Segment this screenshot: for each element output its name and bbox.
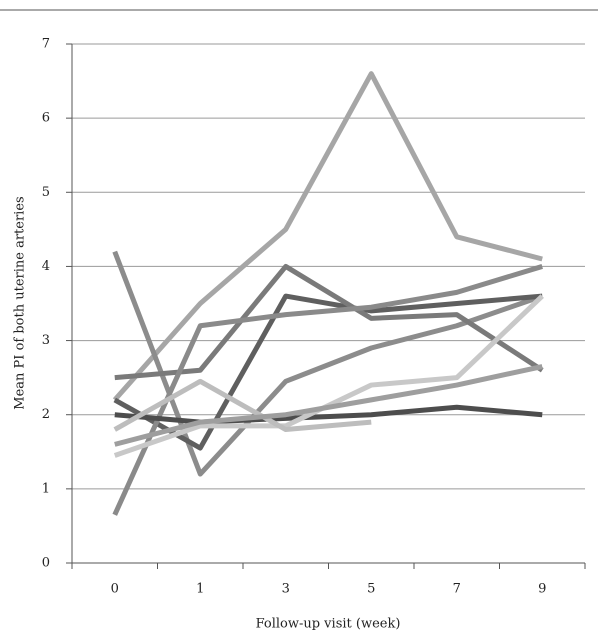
x-tick-label: 7 bbox=[453, 582, 461, 597]
series-line bbox=[112, 250, 544, 477]
y-tick-label: 1 bbox=[42, 481, 50, 496]
x-tick-label: 5 bbox=[367, 582, 375, 597]
y-tick-label: 3 bbox=[42, 333, 50, 348]
series-line bbox=[114, 263, 544, 381]
y-axis-title: Mean PI of both uterine arteries bbox=[13, 196, 28, 409]
series-line bbox=[114, 404, 543, 425]
series-line bbox=[113, 378, 372, 433]
x-tick-label: 1 bbox=[196, 582, 204, 597]
series-line bbox=[113, 293, 543, 451]
y-tick-label: 0 bbox=[42, 556, 50, 571]
series-line bbox=[112, 71, 543, 402]
series-line bbox=[112, 264, 543, 516]
y-tick-label: 4 bbox=[42, 259, 50, 274]
x-tick-label: 0 bbox=[111, 582, 119, 597]
y-tick-label: 5 bbox=[42, 185, 50, 200]
y-tick-label: 2 bbox=[42, 407, 50, 422]
y-tick-label: 7 bbox=[42, 37, 50, 52]
series-line bbox=[114, 364, 543, 447]
x-tick-label: 9 bbox=[538, 582, 546, 597]
x-tick-label: 3 bbox=[282, 582, 290, 597]
y-tick-label: 6 bbox=[42, 111, 50, 126]
x-axis-title: Follow-up visit (week) bbox=[256, 617, 401, 632]
